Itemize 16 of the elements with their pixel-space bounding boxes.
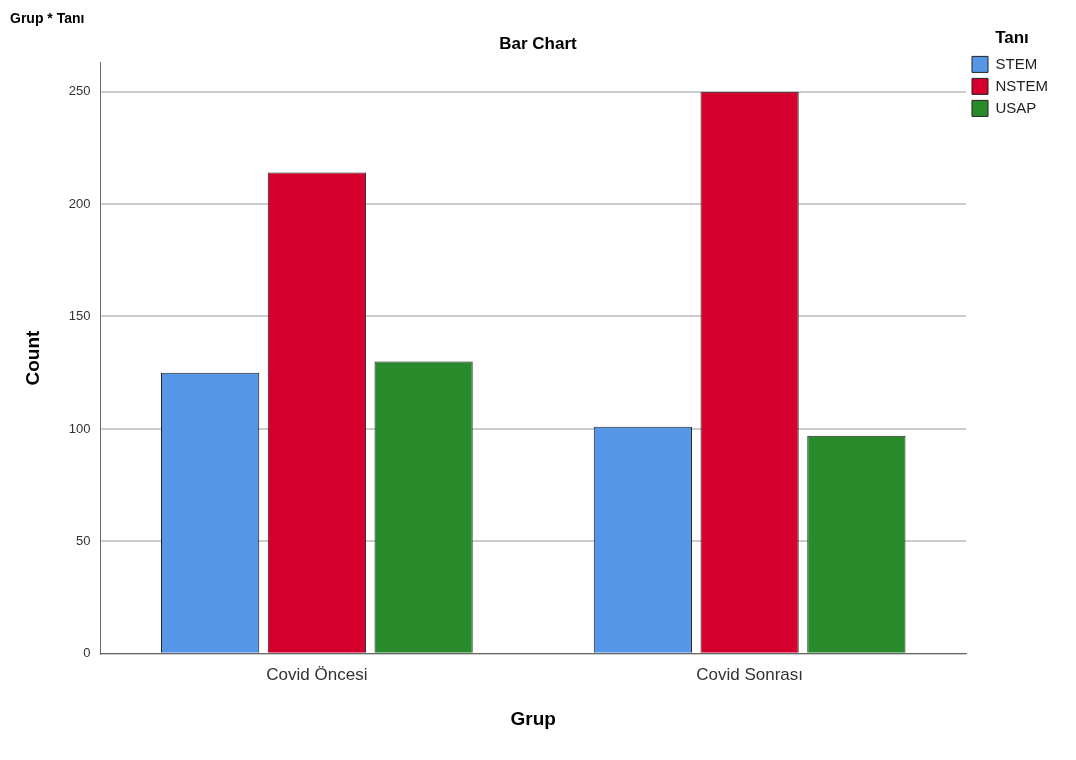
legend-label: NSTEM [995, 76, 1048, 94]
y-axis-title: Count [21, 330, 43, 386]
legend-label: USAP [995, 98, 1037, 116]
legend-title: Tanı [995, 28, 1029, 48]
legend-label: STEM [995, 54, 1038, 72]
y-tick-label: 200 [68, 195, 91, 211]
y-tick-label: 50 [76, 532, 91, 548]
x-tick-label: Covid Öncesi [266, 664, 368, 684]
y-tick-label: 100 [68, 420, 91, 436]
chart-title: Bar Chart [499, 33, 578, 53]
text: Grup * Tanı [9, 9, 86, 28]
y-tick-label: 150 [68, 308, 91, 324]
y-tick-label: 250 [68, 83, 91, 99]
y-tick-label: 0 [83, 645, 91, 661]
x-tick-label: Covid Sonrası [696, 664, 804, 684]
x-axis-title: Grup [510, 707, 556, 729]
